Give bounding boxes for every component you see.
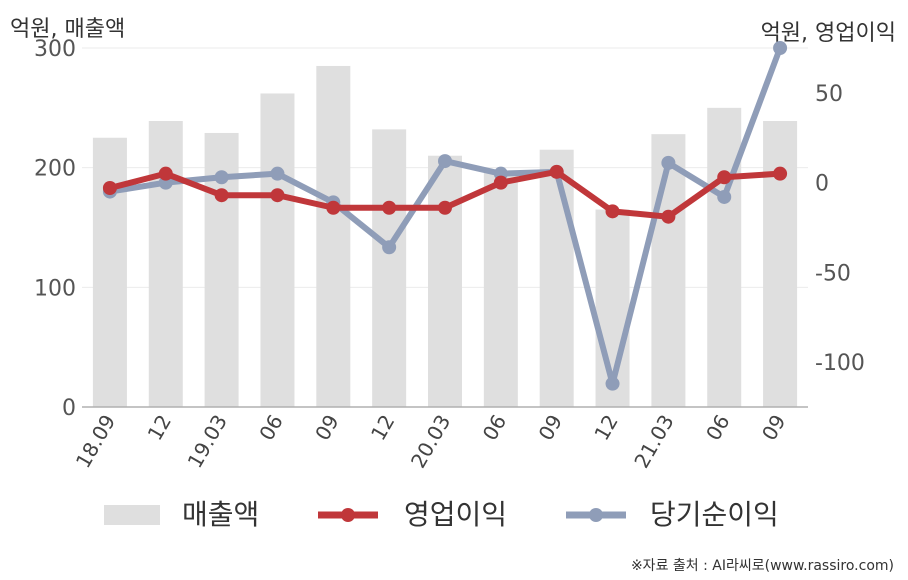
- x-tick-label: 12: [143, 411, 177, 445]
- legend-label-net-income: 당기순이익: [650, 498, 779, 531]
- point-operating-profit: [158, 166, 173, 181]
- x-tick-label: 12: [366, 411, 400, 445]
- right-tick-label: 0: [815, 172, 829, 197]
- point-net-income: [214, 170, 229, 185]
- bar-sales: [148, 120, 183, 407]
- x-tick-label: 06: [701, 411, 735, 445]
- bar-sales: [316, 65, 351, 407]
- point-operating-profit: [605, 204, 620, 219]
- left-tick-label: 200: [34, 157, 76, 182]
- x-tick-label: 21.03: [629, 411, 678, 473]
- point-net-income: [382, 240, 397, 255]
- right-tick-label: -100: [815, 351, 865, 376]
- point-net-income: [270, 166, 285, 181]
- point-operating-profit: [326, 200, 341, 215]
- point-net-income: [661, 155, 676, 170]
- x-tick-label: 09: [310, 411, 344, 445]
- point-operating-profit: [661, 209, 676, 224]
- point-net-income: [773, 41, 788, 55]
- bar-sales: [260, 93, 295, 408]
- left-axis-unit: 억원, 매출액: [10, 17, 125, 42]
- legend-label-sales: 매출액: [182, 498, 259, 531]
- bar-sales: [92, 137, 127, 407]
- bar-sales: [428, 155, 462, 407]
- legend: 매출액 영업이익 당기순이익: [104, 498, 779, 531]
- left-tick-label: 0: [62, 396, 76, 421]
- legend-marker-net-income: [589, 508, 603, 522]
- point-operating-profit: [773, 166, 788, 181]
- legend-swatch-sales: [104, 505, 160, 525]
- x-tick-label: 06: [478, 411, 512, 445]
- point-operating-profit: [438, 200, 452, 215]
- legend-marker-operating-profit: [341, 508, 355, 522]
- point-operating-profit: [493, 175, 508, 190]
- point-operating-profit: [270, 188, 285, 203]
- right-tick-label: 50: [815, 82, 843, 107]
- point-operating-profit: [717, 170, 732, 185]
- point-operating-profit: [214, 188, 229, 203]
- bar-sales: [763, 120, 798, 407]
- right-axis-ticks: 50 0 -50 -100: [815, 82, 865, 376]
- x-tick-label: 18.09: [71, 411, 120, 473]
- point-net-income: [717, 189, 732, 204]
- bar-sales: [651, 134, 686, 407]
- point-operating-profit: [549, 164, 564, 179]
- x-tick-label: 06: [254, 411, 288, 445]
- right-tick-label: -50: [815, 261, 851, 286]
- legend-label-operating-profit: 영업이익: [404, 498, 507, 531]
- source-note: ※자료 출처 : AI라씨로(www.rassiro.com): [631, 558, 894, 574]
- x-tick-label: 12: [589, 411, 623, 445]
- x-tick-label: 09: [757, 411, 791, 445]
- point-net-income: [438, 154, 452, 169]
- left-tick-label: 100: [34, 276, 76, 301]
- bar-sales: [372, 129, 407, 407]
- x-tick-label: 19.03: [183, 411, 232, 473]
- lines: [102, 41, 788, 391]
- bar-sales: [539, 149, 574, 407]
- x-axis-ticks: 18.09 12 19.03 06 09 12 20.03 06 09 12 21.03 06 09: [71, 411, 791, 473]
- x-tick-label: 20.03: [406, 411, 455, 473]
- point-operating-profit: [102, 181, 117, 196]
- point-net-income: [605, 376, 620, 391]
- point-operating-profit: [382, 200, 397, 215]
- bar-sales: [483, 172, 518, 407]
- bar-sales: [707, 107, 742, 407]
- x-tick-label: 09: [534, 411, 568, 445]
- bars-sales: [92, 65, 798, 408]
- left-tick-label: 300: [34, 37, 76, 62]
- left-axis-ticks: 0 100 200 300: [34, 37, 76, 421]
